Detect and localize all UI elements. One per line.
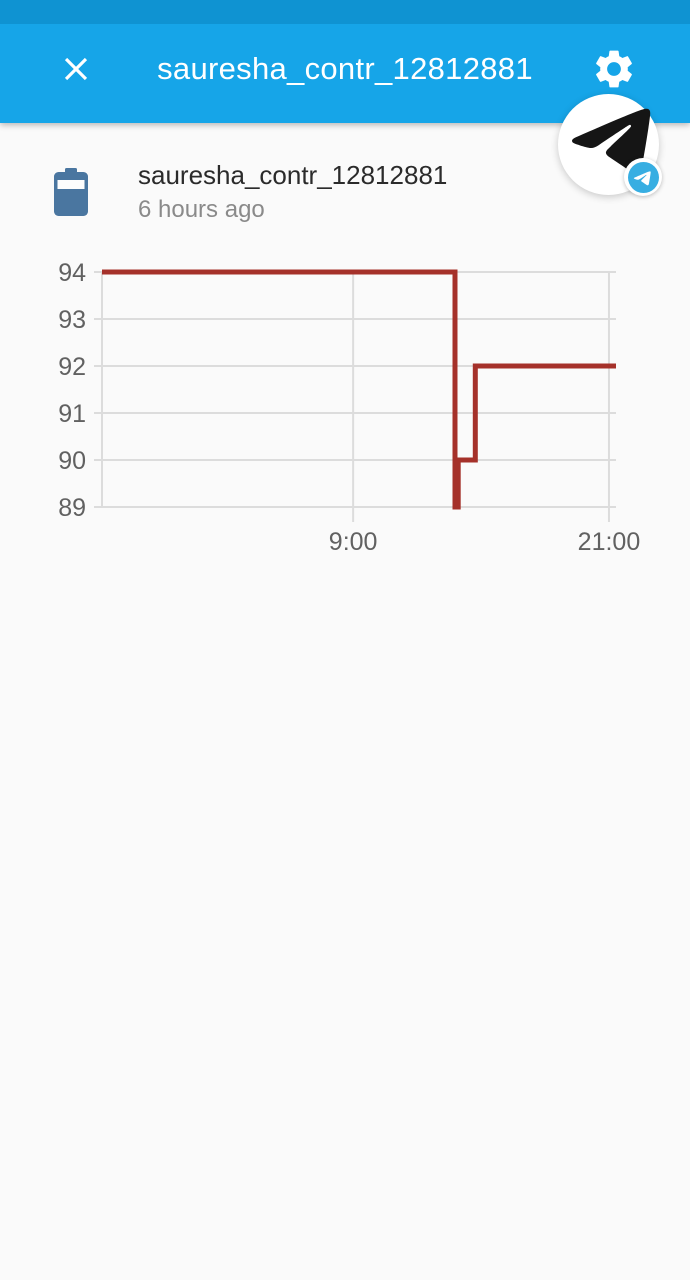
device-name: sauresha_contr_12812881 — [138, 160, 448, 190]
y-tick-label: 91 — [58, 400, 86, 428]
y-tick-label: 89 — [58, 494, 86, 522]
bot-avatar-button[interactable] — [558, 94, 662, 196]
device-texts: sauresha_contr_12812881 6 hours ago — [138, 159, 447, 225]
x-tick-label: 21:00 — [578, 528, 641, 556]
telegram-icon — [627, 161, 659, 193]
gear-icon — [596, 50, 632, 87]
toolbar: sauresha_contr_12812881 — [0, 24, 690, 123]
status-bar — [0, 0, 690, 24]
telegram-badge — [624, 158, 662, 196]
close-icon — [64, 57, 88, 80]
y-tick-label: 90 — [58, 447, 86, 475]
battery-icon — [54, 168, 88, 216]
y-tick-label: 93 — [58, 306, 86, 334]
page-title: sauresha_contr_12812881 — [157, 50, 533, 86]
paper-plane-icon — [572, 108, 651, 174]
y-tick-label: 92 — [58, 353, 86, 381]
x-tick-label: 9:00 — [329, 528, 378, 556]
battery-series-line — [102, 269, 616, 510]
app-header: sauresha_contr_12812881 — [0, 0, 690, 123]
battery-level-chart[interactable]: 89 90 91 92 93 94 9:00 21:00 — [0, 240, 690, 580]
y-tick-label: 94 — [58, 259, 86, 287]
close-button[interactable] — [52, 45, 100, 93]
device-last-seen: 6 hours ago — [138, 196, 265, 223]
device-list-item[interactable]: sauresha_contr_12812881 6 hours ago — [40, 152, 650, 232]
chart-canvas: 89 90 91 92 93 94 9:00 21:00 — [58, 259, 641, 556]
settings-button[interactable] — [590, 45, 638, 93]
